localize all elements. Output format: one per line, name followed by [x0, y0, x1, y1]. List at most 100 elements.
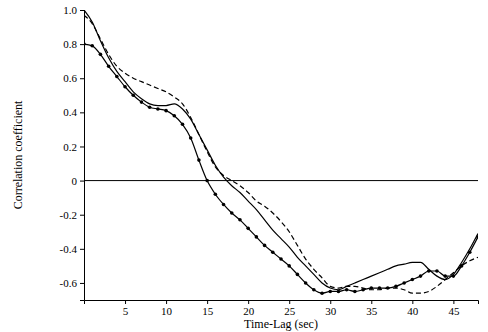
x-tick-label: 35	[366, 305, 378, 317]
y-tick-label: 0	[72, 175, 78, 187]
series-marker	[255, 235, 259, 239]
y-tick: -0.4	[60, 243, 84, 255]
zero-line	[84, 180, 478, 181]
series-marker	[304, 281, 308, 285]
series-marker	[84, 42, 86, 46]
y-tick-label: 0.4	[63, 106, 77, 118]
y-tick-label: 0.2	[63, 140, 77, 152]
plot-area: 1.0 0.8 0.6 0.4 0.2 0 -0.2 -0.4 -0.6 5 10 15 20 25 30 3…	[60, 4, 480, 317]
series-marker	[320, 291, 324, 295]
x-tick-label: 40	[407, 305, 419, 317]
y-axis-line	[80, 11, 85, 301]
y-tick-mark	[80, 215, 84, 216]
series-marker	[222, 203, 226, 207]
x-tick: 35	[366, 300, 378, 317]
series-marker	[238, 218, 242, 222]
y-tick-mark	[80, 112, 84, 113]
x-tick-mark	[166, 300, 167, 304]
y-tick-mark	[80, 181, 84, 182]
y-tick-mark	[80, 10, 84, 11]
series-marker	[172, 114, 176, 118]
series-marker	[328, 290, 332, 294]
y-tick: 0.8	[63, 38, 84, 50]
series-marker	[115, 75, 119, 79]
series-marker	[214, 192, 218, 196]
y-tick-mark	[80, 249, 84, 250]
x-tick-mark	[330, 300, 331, 304]
series-marker	[279, 257, 283, 261]
x-tick: 40	[407, 300, 419, 317]
x-tick: 5	[123, 300, 129, 317]
x-tick: 45	[448, 300, 460, 317]
y-tick-label: -0.2	[60, 209, 77, 221]
series-marker	[443, 274, 447, 278]
series-marker	[287, 264, 291, 268]
x-axis-line	[85, 301, 479, 305]
x-tick-label: 45	[448, 305, 460, 317]
series-marker	[205, 179, 209, 183]
series-group	[84, 10, 478, 295]
series-line	[84, 44, 478, 293]
y-tick: -0.6	[60, 277, 84, 289]
series-marker	[411, 278, 415, 282]
series-marker	[419, 274, 423, 278]
x-tick: 25	[284, 300, 296, 317]
x-tick-mark	[248, 300, 249, 304]
x-tick-label: 10	[161, 305, 173, 317]
x-tick-mark	[412, 300, 413, 304]
y-tick-label: 0.8	[63, 38, 77, 50]
y-tick-label: -0.6	[60, 277, 78, 289]
series-marker	[181, 122, 185, 126]
y-tick: 0	[72, 175, 85, 187]
series-marker	[197, 158, 201, 162]
y-tick: -0.2	[60, 209, 84, 221]
y-tick-label: -0.4	[60, 243, 78, 255]
series-marker	[263, 244, 267, 248]
y-tick-mark	[80, 283, 84, 284]
x-tick: 30	[325, 300, 337, 317]
y-tick: 1.0	[63, 4, 84, 16]
x-tick-mark	[125, 300, 126, 304]
series-line	[84, 15, 478, 293]
x-tick-label: 20	[243, 305, 255, 317]
x-tick: 10	[161, 300, 173, 317]
y-tick: 0.4	[63, 106, 84, 118]
x-axis-title: Time-Lag (sec)	[244, 317, 318, 331]
y-tick: 0.2	[63, 140, 84, 152]
series-marker	[312, 288, 316, 292]
series-marker	[353, 290, 357, 294]
x-tick-mark	[207, 300, 208, 304]
x-tick-mark	[289, 300, 290, 304]
x-axis: 5 10 15 20 25 30 35 40 45	[85, 300, 479, 317]
x-tick-mark	[371, 300, 372, 304]
series-marker	[99, 53, 103, 57]
series-marker	[402, 281, 406, 285]
x-tick: 15	[202, 300, 214, 317]
series-marker	[246, 227, 250, 231]
y-tick-mark	[80, 78, 84, 79]
series-marker	[296, 273, 300, 277]
x-tick-label: 15	[202, 305, 214, 317]
series-line	[84, 10, 478, 290]
x-tick-mark	[453, 300, 454, 304]
y-tick-mark	[80, 44, 84, 45]
y-tick-mark	[80, 146, 84, 147]
x-tick-label: 5	[123, 305, 129, 317]
series-marker	[230, 211, 234, 215]
chart: 1.0 0.8 0.6 0.4 0.2 0 -0.2 -0.4 -0.6 5 10 15 20 25 30 3…	[0, 0, 488, 332]
series-marker	[90, 44, 94, 48]
y-tick: 0.6	[63, 72, 84, 84]
series-marker	[123, 85, 127, 89]
series-marker	[107, 64, 111, 68]
series-marker	[164, 109, 168, 113]
series-marker	[131, 93, 135, 97]
series-marker	[189, 136, 193, 140]
y-axis-title: Correlation coefficient	[11, 100, 25, 209]
x-tick-label: 30	[325, 305, 337, 317]
y-tick-label: 1.0	[63, 4, 77, 16]
series-marker	[156, 107, 160, 111]
series-marker	[140, 100, 144, 104]
y-tick-label: 0.6	[63, 72, 77, 84]
series-marker	[435, 269, 439, 273]
series-marker	[345, 288, 349, 292]
